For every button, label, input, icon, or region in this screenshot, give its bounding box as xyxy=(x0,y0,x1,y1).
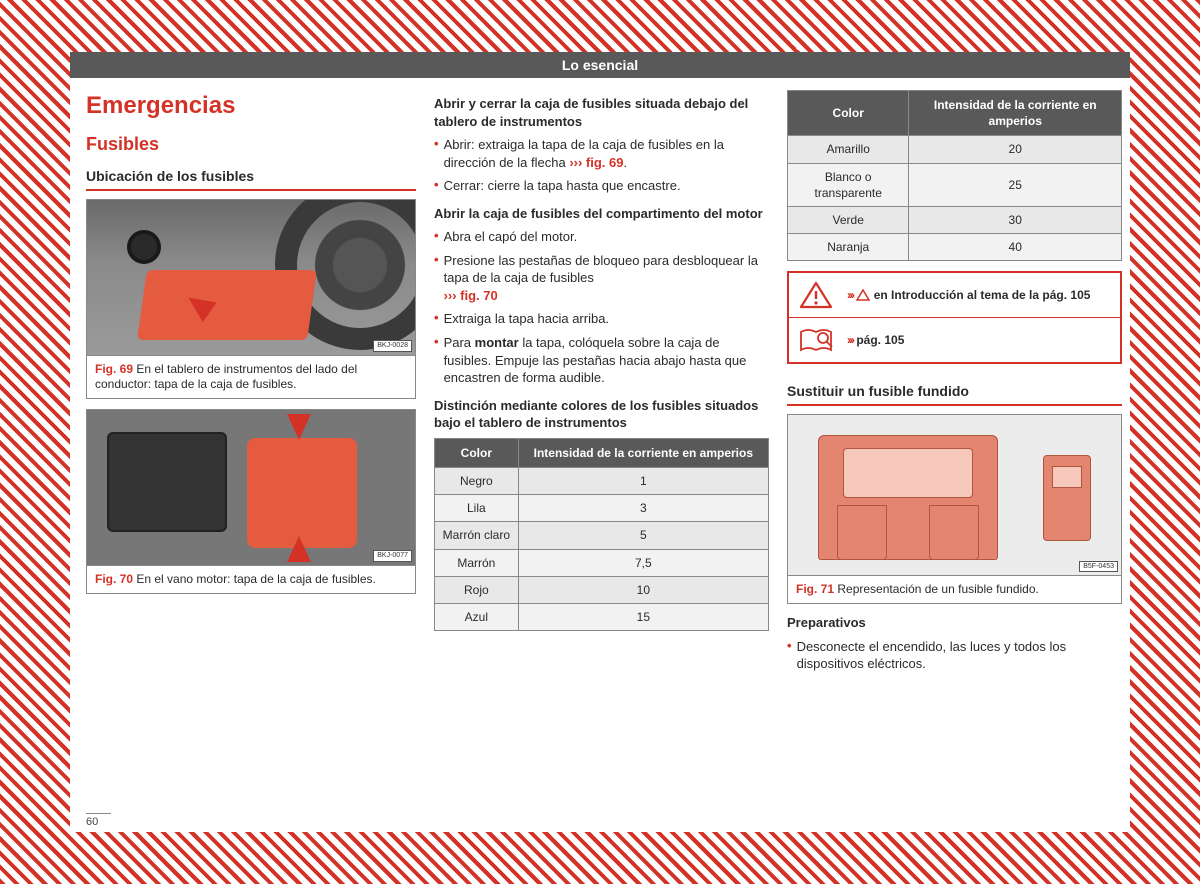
info-page-ref: pág. 105 xyxy=(856,333,904,347)
figure-71: B5F-0453 xyxy=(787,414,1122,576)
table-row: Blanco o transparente25 xyxy=(788,163,1122,206)
figure-69-caption: Fig. 69 En el tablero de instrumentos de… xyxy=(86,356,416,399)
warning-triangle-icon xyxy=(799,281,833,309)
bullet-desconecte-text: Desconecte el encendido, las luces y tod… xyxy=(797,638,1122,673)
heading-fusibles: Fusibles xyxy=(86,132,416,156)
bullet-dot-icon: • xyxy=(787,638,792,673)
figure-71-num: Fig. 71 xyxy=(796,582,834,596)
figure-70-caption: Fig. 70 En el vano motor: tapa de la caj… xyxy=(86,566,416,594)
th-color: Color xyxy=(435,438,519,467)
th-amp: Intensidad de la corriente en amperios xyxy=(518,438,768,467)
heading-abrir-motor: Abrir la caja de fusibles del compartime… xyxy=(434,205,769,223)
table-row: Rojo10 xyxy=(435,576,769,603)
fuse-color-table-1: Color Intensidad de la corriente en ampe… xyxy=(434,438,769,631)
bullet-presione-text: Presione las pestañas de bloqueo para de… xyxy=(444,253,758,286)
page-header: Lo esencial xyxy=(70,52,1130,78)
figure-69: BKJ-0028 xyxy=(86,199,416,356)
page-content: Emergencias Fusibles Ubicación de los fu… xyxy=(70,78,1130,679)
bullet-montar: • Para montar la tapa, colóquela sobre l… xyxy=(434,334,769,387)
page-number: 60 xyxy=(86,813,111,828)
info-row-reference: ››› pág. 105 xyxy=(789,317,1120,362)
figure-70-num: Fig. 70 xyxy=(95,572,133,586)
bullet-capo: • Abra el capó del motor. xyxy=(434,228,769,246)
figure-71-badge: B5F-0453 xyxy=(1079,561,1118,572)
table-row: Marrón7,5 xyxy=(435,549,769,576)
table-row: Naranja40 xyxy=(788,234,1122,261)
figure-71-image: B5F-0453 xyxy=(788,415,1121,575)
bullet-dot-icon: • xyxy=(434,177,439,195)
heading-preparativos: Preparativos xyxy=(787,614,1122,632)
bullet-dot-icon: • xyxy=(434,334,439,387)
section-ubicacion: Ubicación de los fusibles xyxy=(86,167,416,191)
bullet-extraiga: • Extraiga la tapa hacia arriba. xyxy=(434,310,769,328)
bullet-cerrar-text: Cerrar: cierre la tapa hasta que encastr… xyxy=(444,177,769,195)
bullet-capo-text: Abra el capó del motor. xyxy=(444,228,769,246)
bullet-dot-icon: • xyxy=(434,252,439,305)
th-amp: Intensidad de la corriente en amperios xyxy=(909,91,1122,136)
figure-70-badge: BKJ-0077 xyxy=(373,550,412,561)
info-warning-text: en Introducción al tema de la pág. 105 xyxy=(874,288,1091,302)
th-color: Color xyxy=(788,91,909,136)
figure-70-image: BKJ-0077 xyxy=(87,410,415,565)
bold-montar: montar xyxy=(475,335,519,350)
manual-page: Lo esencial Emergencias Fusibles Ubicaci… xyxy=(70,52,1130,832)
figure-69-image: BKJ-0028 xyxy=(87,200,415,355)
bullet-cerrar: • Cerrar: cierre la tapa hasta que encas… xyxy=(434,177,769,195)
figure-70: BKJ-0077 xyxy=(86,409,416,566)
table-row: Lila3 xyxy=(435,495,769,522)
table-row: Azul15 xyxy=(435,603,769,630)
column-left: Emergencias Fusibles Ubicación de los fu… xyxy=(86,90,416,679)
heading-emergencias: Emergencias xyxy=(86,90,416,122)
link-fig-70[interactable]: ››› fig. 70 xyxy=(444,288,498,303)
info-box: ››› en Introducción al tema de la pág. 1… xyxy=(787,271,1122,364)
bullet-abrir: • Abrir: extraiga la tapa de la caja de … xyxy=(434,136,769,171)
column-right: Color Intensidad de la corriente en ampe… xyxy=(787,90,1122,679)
table-row: Amarillo20 xyxy=(788,136,1122,163)
arrows-icon: ››› xyxy=(847,333,853,347)
bullet-desconecte: • Desconecte el encendido, las luces y t… xyxy=(787,638,1122,673)
figure-71-text: Representación de un fusible fundido. xyxy=(837,582,1038,596)
table-row: Marrón claro5 xyxy=(435,522,769,549)
figure-71-caption: Fig. 71 Representación de un fusible fun… xyxy=(787,576,1122,604)
info-row-warning: ››› en Introducción al tema de la pág. 1… xyxy=(789,273,1120,317)
bullet-dot-icon: • xyxy=(434,136,439,171)
table-row: Negro1 xyxy=(435,467,769,494)
book-magnifier-icon xyxy=(799,326,833,354)
table-row: Verde30 xyxy=(788,206,1122,233)
bullet-extraiga-text: Extraiga la tapa hacia arriba. xyxy=(444,310,769,328)
figure-69-text: En el tablero de instrumentos del lado d… xyxy=(95,362,357,391)
fuse-color-table-2: Color Intensidad de la corriente en ampe… xyxy=(787,90,1122,261)
figure-69-badge: BKJ-0028 xyxy=(373,340,412,351)
heading-distincion: Distinción mediante colores de los fusib… xyxy=(434,397,769,432)
bullet-dot-icon: • xyxy=(434,310,439,328)
arrows-icon: ››› xyxy=(847,288,853,302)
figure-69-num: Fig. 69 xyxy=(95,362,133,376)
section-sustituir: Sustituir un fusible fundido xyxy=(787,382,1122,406)
figure-70-text: En el vano motor: tapa de la caja de fus… xyxy=(136,572,375,586)
link-fig-69[interactable]: ››› fig. 69 xyxy=(569,155,623,170)
column-middle: Abrir y cerrar la caja de fusibles situa… xyxy=(434,90,769,679)
warning-triangle-small-icon xyxy=(856,289,870,301)
heading-abrir-cerrar: Abrir y cerrar la caja de fusibles situa… xyxy=(434,95,769,130)
bullet-dot-icon: • xyxy=(434,228,439,246)
bullet-presione: • Presione las pestañas de bloqueo para … xyxy=(434,252,769,305)
